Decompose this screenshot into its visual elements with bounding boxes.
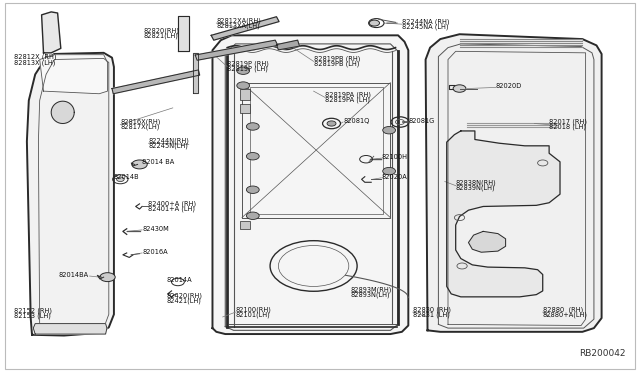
Text: 82152 (RH): 82152 (RH) [14, 307, 52, 314]
Circle shape [369, 20, 380, 26]
Text: 82420(RH): 82420(RH) [166, 292, 202, 299]
Bar [240, 104, 250, 113]
Text: 82101(LH): 82101(LH) [236, 311, 270, 318]
Polygon shape [212, 35, 408, 334]
Text: 82893N(LH): 82893N(LH) [351, 291, 390, 298]
Text: 82880+A(LH): 82880+A(LH) [543, 311, 588, 318]
Circle shape [116, 177, 124, 182]
Circle shape [246, 186, 259, 193]
Circle shape [453, 85, 466, 92]
Bar [240, 89, 250, 100]
Text: 82819PB (LH): 82819PB (LH) [314, 61, 359, 67]
Polygon shape [42, 12, 61, 53]
Text: 82245N(LH): 82245N(LH) [148, 142, 188, 149]
Circle shape [246, 212, 259, 219]
Text: 82819PA (LH): 82819PA (LH) [325, 97, 370, 103]
Polygon shape [27, 53, 114, 336]
Text: 82421(LH): 82421(LH) [166, 298, 201, 304]
Text: 82020D: 82020D [496, 83, 522, 89]
Polygon shape [112, 70, 200, 94]
Circle shape [246, 123, 259, 130]
Text: 82016A: 82016A [142, 249, 168, 255]
Text: 82081Q: 82081Q [343, 118, 369, 124]
Polygon shape [33, 324, 107, 334]
Text: RB200042: RB200042 [579, 349, 626, 358]
Text: 82430M: 82430M [142, 226, 169, 232]
Text: 82831 (LH): 82831 (LH) [413, 311, 450, 318]
Polygon shape [195, 40, 278, 60]
Circle shape [100, 273, 115, 282]
Circle shape [132, 160, 147, 169]
Polygon shape [51, 101, 74, 124]
Text: 82100(RH): 82100(RH) [236, 306, 271, 313]
Text: 82400+A (RH): 82400+A (RH) [148, 201, 196, 207]
Circle shape [246, 153, 259, 160]
Bar [240, 221, 250, 229]
Text: 82018 (LH): 82018 (LH) [549, 124, 586, 131]
Text: 82817X(LH): 82817X(LH) [120, 124, 160, 131]
Text: 82244N(RH): 82244N(RH) [148, 137, 189, 144]
Polygon shape [178, 16, 189, 51]
Text: 82813XA(LH): 82813XA(LH) [216, 22, 260, 29]
Text: 82401+A (LH): 82401+A (LH) [148, 206, 195, 212]
Polygon shape [211, 17, 279, 40]
Text: 82245NA (LH): 82245NA (LH) [402, 23, 449, 30]
Text: 82819PA (RH): 82819PA (RH) [325, 92, 371, 98]
Circle shape [237, 67, 250, 74]
Text: 82880  (RH): 82880 (RH) [543, 306, 583, 313]
Text: 82816X(RH): 82816X(RH) [120, 119, 161, 125]
Text: 82813X (LH): 82813X (LH) [14, 59, 56, 66]
Text: 82100H: 82100H [381, 154, 408, 160]
Polygon shape [276, 40, 300, 50]
Text: 82819P (LH): 82819P (LH) [227, 66, 268, 73]
Text: 82153 (LH): 82153 (LH) [14, 312, 51, 319]
Circle shape [383, 126, 396, 134]
Text: 82017 (RH): 82017 (RH) [549, 119, 587, 125]
Circle shape [383, 167, 396, 175]
Text: 82014 BA: 82014 BA [142, 159, 174, 165]
Text: 82893M(RH): 82893M(RH) [351, 286, 392, 293]
Polygon shape [40, 55, 108, 94]
Circle shape [327, 121, 336, 126]
Text: 82014A: 82014A [166, 277, 192, 283]
Text: 82020A: 82020A [381, 174, 407, 180]
Text: 82819P (RH): 82819P (RH) [227, 61, 269, 67]
Polygon shape [468, 231, 506, 252]
Polygon shape [447, 131, 560, 297]
Text: 82819PB (RH): 82819PB (RH) [314, 55, 360, 62]
Text: 82081G: 82081G [408, 118, 435, 124]
Text: 82821(LH): 82821(LH) [144, 32, 179, 39]
Text: 82830 (RH): 82830 (RH) [413, 306, 451, 313]
Text: 82014BA: 82014BA [59, 272, 89, 278]
Text: 82812X (RH): 82812X (RH) [14, 53, 56, 60]
Text: 82820(RH): 82820(RH) [144, 27, 180, 34]
Text: 82812XA(RH): 82812XA(RH) [216, 17, 261, 24]
Polygon shape [426, 34, 602, 332]
Text: 82839N(LH): 82839N(LH) [456, 185, 495, 192]
Text: 82244NA (RH): 82244NA (RH) [402, 18, 449, 25]
Polygon shape [193, 53, 198, 93]
Text: 82014B: 82014B [114, 174, 140, 180]
Circle shape [237, 82, 250, 89]
Text: 82838N(RH): 82838N(RH) [456, 180, 497, 186]
